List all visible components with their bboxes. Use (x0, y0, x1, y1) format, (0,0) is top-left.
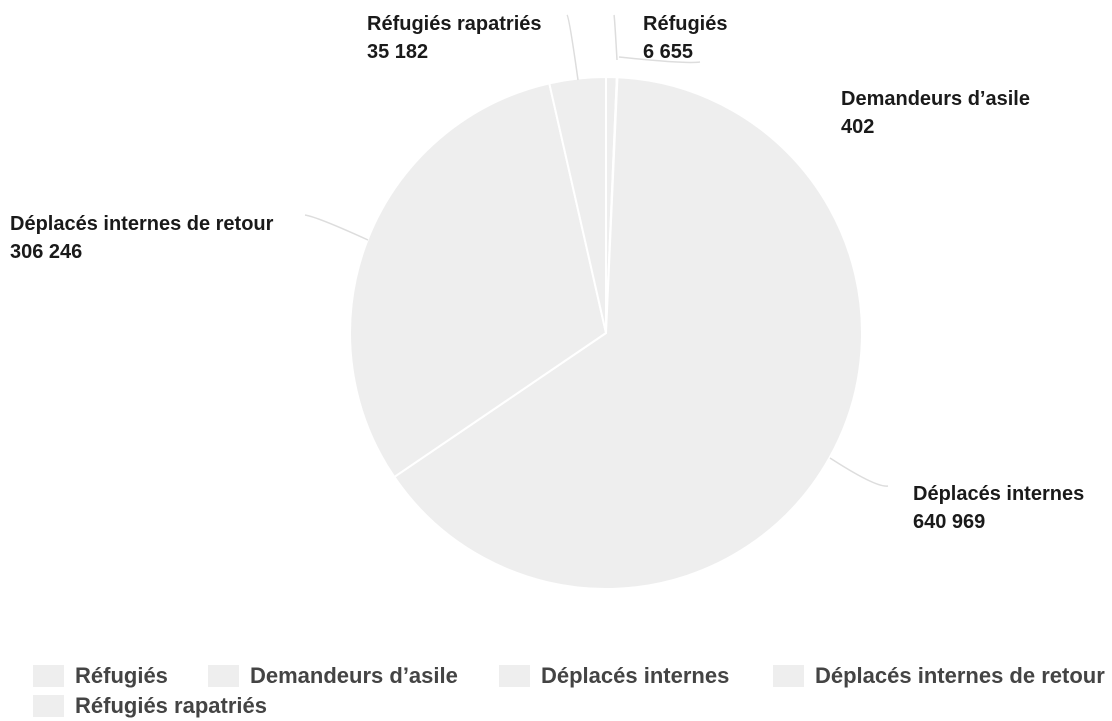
slice-labels: Réfugiés 6 655 Demandeurs d’asile 402 Déplac… (10, 13, 1084, 533)
slice-label-deplaces-internes-retour: Déplacés internes de retour (10, 213, 274, 235)
connector-line-demandeurs-asile (618, 56, 701, 64)
slice-value-refugies: 6 655 (643, 41, 693, 63)
slice-value-deplaces-internes: 640 969 (913, 511, 985, 533)
legend-label: Demandeurs d’asile (250, 663, 458, 688)
slice-label-demandeurs-asile: Demandeurs d’asile (841, 88, 1030, 110)
pie-slices (349, 76, 863, 590)
connector-line-refugies (613, 14, 618, 61)
legend-label: Déplacés internes de retour (815, 663, 1105, 688)
slice-value-refugies-rapatries: 35 182 (367, 41, 428, 63)
legend-label: Réfugiés (75, 663, 168, 688)
legend-row-1: Réfugiés Demandeurs d’asile Déplacés int… (33, 661, 1112, 691)
connector-line-deplaces-internes-retour (304, 214, 369, 241)
label-connectors (304, 14, 889, 487)
legend-label: Réfugiés rapatriés (75, 693, 267, 718)
legend-row-2: Réfugiés rapatriés (33, 691, 1112, 721)
slice-label-refugies: Réfugiés (643, 13, 727, 35)
legend-item-deplaces-internes[interactable]: Déplacés internes (499, 661, 729, 691)
connector-line-deplaces-internes (829, 457, 889, 487)
legend-item-demandeurs-asile[interactable]: Demandeurs d’asile (208, 661, 458, 691)
legend-item-refugies-rapatries[interactable]: Réfugiés rapatriés (33, 691, 267, 721)
chart-legend: Réfugiés Demandeurs d’asile Déplacés int… (33, 661, 1112, 721)
legend-swatch (499, 665, 530, 687)
legend-item-refugies[interactable]: Réfugiés (33, 661, 168, 691)
slice-value-deplaces-internes-retour: 306 246 (10, 241, 82, 263)
legend-swatch (33, 695, 64, 717)
legend-swatch (33, 665, 64, 687)
legend-label: Déplacés internes (541, 663, 730, 688)
legend-item-deplaces-internes-retour[interactable]: Déplacés internes de retour (773, 661, 1105, 691)
legend-swatch (773, 665, 804, 687)
legend-swatch (208, 665, 239, 687)
slice-label-deplaces-internes: Déplacés internes (913, 483, 1084, 505)
slice-value-demandeurs-asile: 402 (841, 116, 874, 138)
pie-slice-deplaces-internes[interactable] (393, 76, 863, 590)
connector-line-refugies-rapatries (566, 14, 579, 81)
slice-label-refugies-rapatries: Réfugiés rapatriés (367, 13, 542, 35)
